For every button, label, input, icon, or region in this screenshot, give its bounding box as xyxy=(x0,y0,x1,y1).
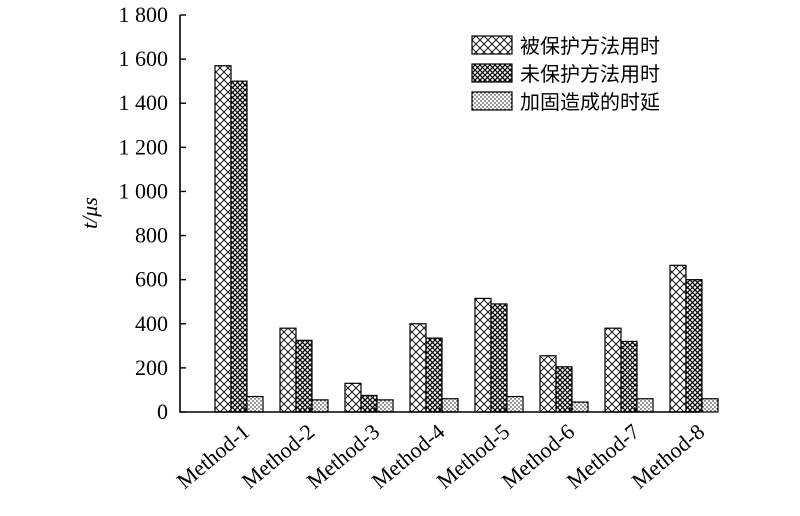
y-tick-label: 400 xyxy=(135,311,168,336)
legend-label: 未保护方法用时 xyxy=(520,62,660,86)
bar-cross-light xyxy=(539,355,557,413)
y-axis-ticks: 0 200 400 600 800 1 000 1 200 1 400 1 600 1 800 xyxy=(119,2,186,424)
bar-dots xyxy=(506,395,524,413)
y-axis-title: t/μs xyxy=(77,197,102,229)
bar-dots xyxy=(441,398,459,413)
y-tick-label: 1 000 xyxy=(119,178,169,203)
x-category-label: Method-1 xyxy=(172,419,255,494)
bar-cross-dark xyxy=(230,80,248,413)
legend-swatch xyxy=(471,63,513,83)
bar-dots xyxy=(311,399,329,413)
x-category-label: Method-7 xyxy=(562,419,645,494)
bar-dots xyxy=(376,399,394,413)
y-tick-label: 1 800 xyxy=(119,2,169,27)
bar-dots xyxy=(246,395,264,413)
bar-cross-light xyxy=(344,382,362,413)
bar-cross-light xyxy=(409,323,427,413)
x-category-label: Method-3 xyxy=(302,419,385,494)
bar-dots xyxy=(636,398,654,413)
legend-swatch xyxy=(471,91,513,111)
x-category-label: Method-2 xyxy=(237,419,320,494)
bar-cross-dark xyxy=(685,279,703,413)
y-tick-label: 600 xyxy=(135,267,168,292)
bar-cross-light xyxy=(474,297,492,413)
y-tick-label: 200 xyxy=(135,355,168,380)
bar-dots xyxy=(571,401,589,413)
bar-cross-light xyxy=(604,327,622,413)
bar-cross-dark xyxy=(295,339,313,413)
bar-dots xyxy=(701,398,719,413)
bar-cross-dark xyxy=(425,337,443,413)
y-tick-label: 1 400 xyxy=(119,90,169,115)
legend-label: 被保护方法用时 xyxy=(520,34,660,58)
y-tick-label: 0 xyxy=(157,399,168,424)
bars-group xyxy=(214,65,719,413)
legend-swatch xyxy=(471,35,513,55)
x-category-label: Method-6 xyxy=(497,419,580,494)
x-category-label: Method-4 xyxy=(367,419,450,494)
bar-cross-light xyxy=(669,264,687,413)
bar-cross-dark xyxy=(620,340,638,413)
bar-cross-dark xyxy=(490,303,508,413)
bar-cross-light xyxy=(214,65,232,413)
y-tick-label: 1 200 xyxy=(119,134,169,159)
legend-label: 加固造成的时延 xyxy=(520,90,660,114)
bar-cross-dark xyxy=(555,366,573,413)
y-tick-label: 800 xyxy=(135,223,168,248)
x-category-label: Method-5 xyxy=(432,419,515,494)
bar-cross-light xyxy=(279,327,297,413)
axis-lines xyxy=(179,15,700,413)
x-axis-labels: Method-1Method-2Method-3Method-4Method-5… xyxy=(172,407,710,494)
x-category-label: Method-8 xyxy=(627,419,710,494)
y-tick-label: 1 600 xyxy=(119,46,169,71)
